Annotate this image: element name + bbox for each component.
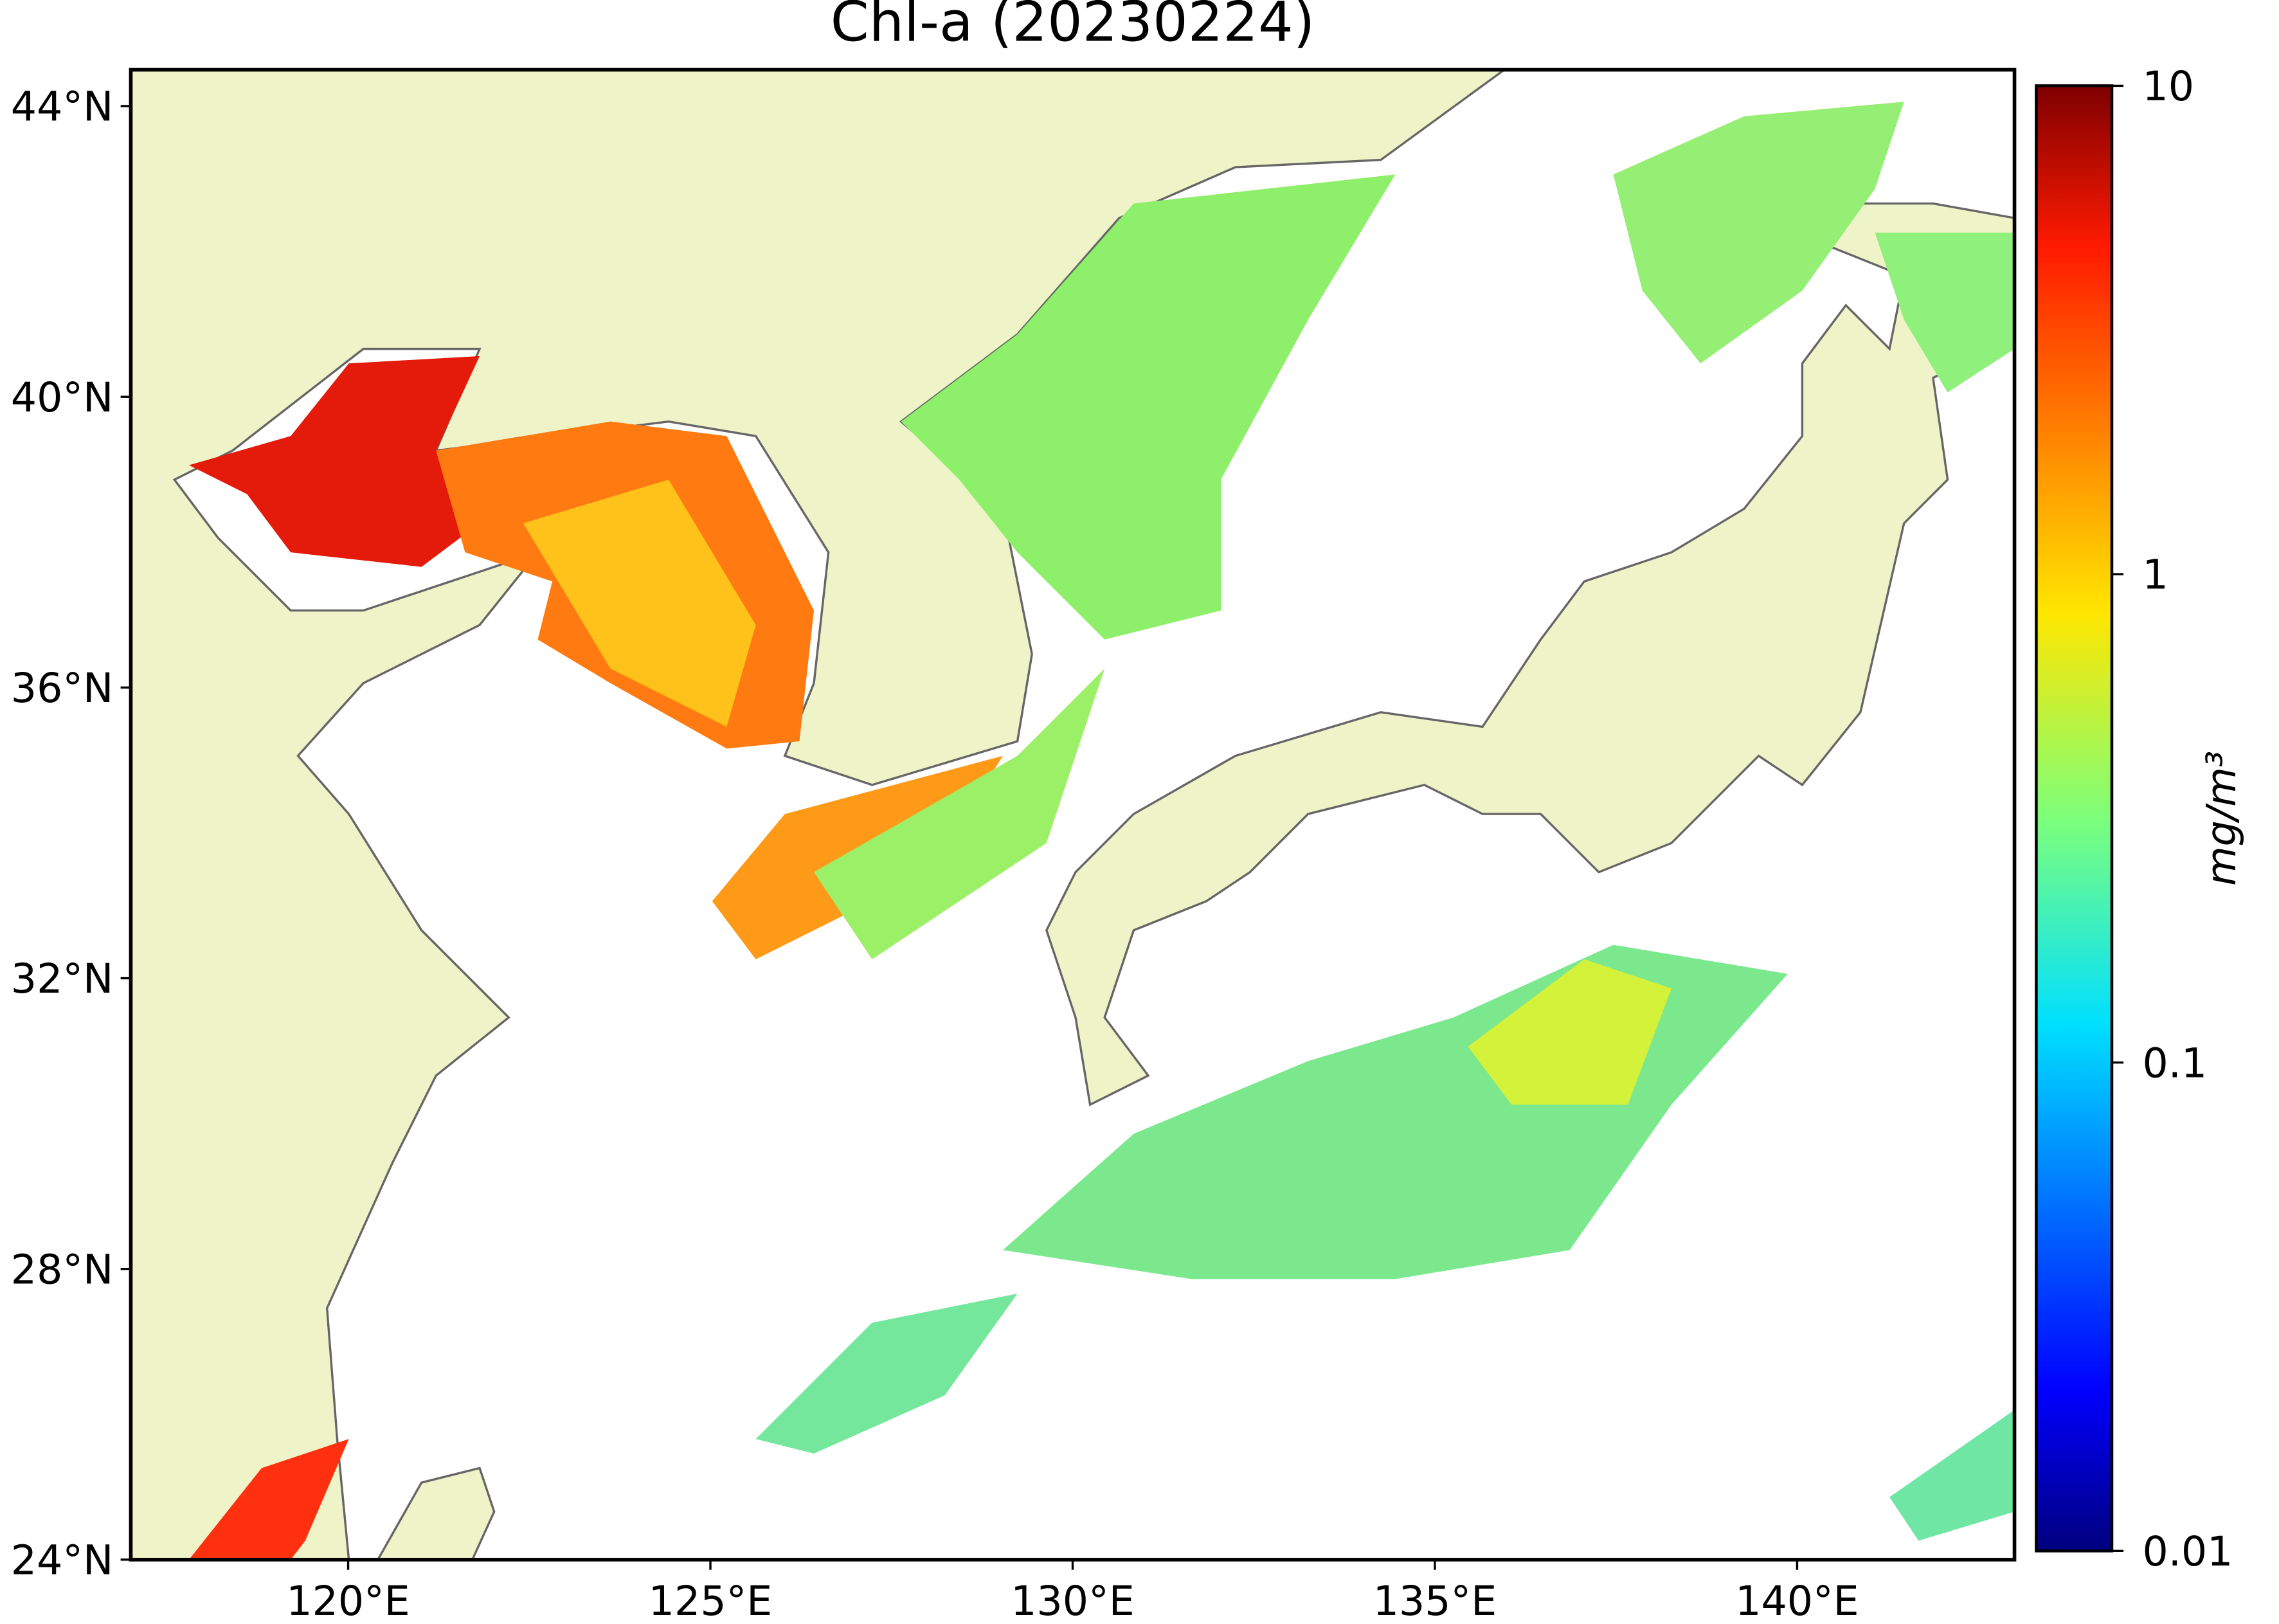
- chl-north: [1613, 102, 1904, 364]
- chl-bohai: [188, 356, 523, 567]
- x-tick-label: 125°E: [649, 1577, 772, 1621]
- y-tick-label: 44°N: [11, 83, 114, 131]
- chl-taiwan-strait: [188, 1439, 349, 1560]
- chl-hokkaido-east: [1875, 232, 2015, 393]
- y-tick-label: 40°N: [11, 374, 114, 421]
- colorbar-tick-label: 1: [2142, 551, 2168, 599]
- y-tick-label: 32°N: [11, 955, 114, 1002]
- chl-south: [755, 1294, 1018, 1454]
- colorbar: [2035, 84, 2114, 1553]
- colorbar-tick-label: 0.1: [2142, 1039, 2207, 1087]
- colorbar-tick-label: 0.01: [2142, 1528, 2233, 1575]
- map-area: [131, 69, 2015, 1560]
- y-tick-label: 24°N: [11, 1537, 114, 1584]
- x-tick-label: 130°E: [1011, 1577, 1134, 1621]
- x-tick-label: 140°E: [1735, 1577, 1859, 1621]
- y-tick-label: 28°N: [11, 1245, 114, 1293]
- chl-japan-sea: [901, 174, 1396, 640]
- x-tick-label: 135°E: [1373, 1577, 1497, 1621]
- chl-kuroshio-core: [1468, 959, 1671, 1105]
- x-tick-label: 120°E: [286, 1577, 410, 1621]
- y-tick-label: 36°N: [11, 664, 114, 712]
- taiwan: [376, 1466, 496, 1560]
- chl-southeast: [1889, 1410, 2015, 1541]
- colorbar-label: mg/m³: [2197, 751, 2245, 886]
- colorbar-tick-label: 10: [2142, 62, 2194, 110]
- title: Chl-a (20230224): [831, 0, 1315, 54]
- chl-yellow-core: [523, 480, 756, 727]
